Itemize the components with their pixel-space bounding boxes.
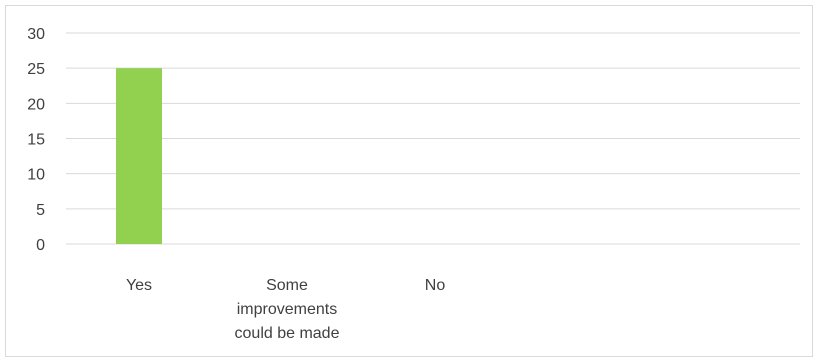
y-tick-label: 30 xyxy=(27,26,45,43)
y-tick-label: 10 xyxy=(27,167,45,184)
x-tick-label: No xyxy=(425,277,446,294)
bars xyxy=(116,68,162,245)
y-tick-label: 5 xyxy=(36,202,45,219)
gridlines xyxy=(66,32,800,245)
y-axis-tick-labels: 0 5 10 15 20 25 30 xyxy=(27,26,45,254)
x-axis-category-labels: Yes Some improvements could be made No xyxy=(126,277,445,342)
x-tick-label: improvements xyxy=(237,301,337,318)
y-tick-label: 25 xyxy=(27,61,45,78)
y-tick-label: 0 xyxy=(36,237,45,254)
y-tick-label: 15 xyxy=(27,132,45,149)
bar xyxy=(116,68,162,245)
x-tick-label: Some xyxy=(266,277,308,294)
y-tick-label: 20 xyxy=(27,96,45,113)
x-tick-label: could be made xyxy=(235,325,340,342)
x-tick-label: Yes xyxy=(126,277,152,294)
